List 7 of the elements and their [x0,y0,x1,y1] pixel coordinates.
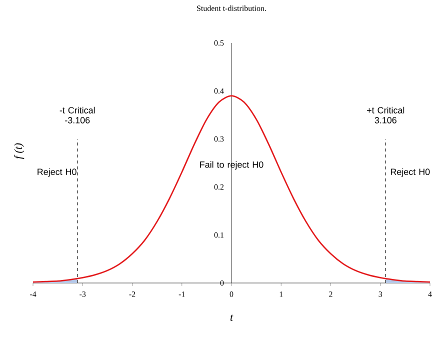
x-axis-title: t [230,314,234,321]
y-axis-title: f (t) [14,143,24,159]
annotation: Fail to reject H0 [200,161,264,170]
ref-line-label: +t Critical 3.106 [367,106,404,124]
ref-line-label: -t Critical -3.106 [60,106,95,124]
annotation: Reject H0 [390,168,430,177]
annotation: Reject H0 [38,168,76,177]
